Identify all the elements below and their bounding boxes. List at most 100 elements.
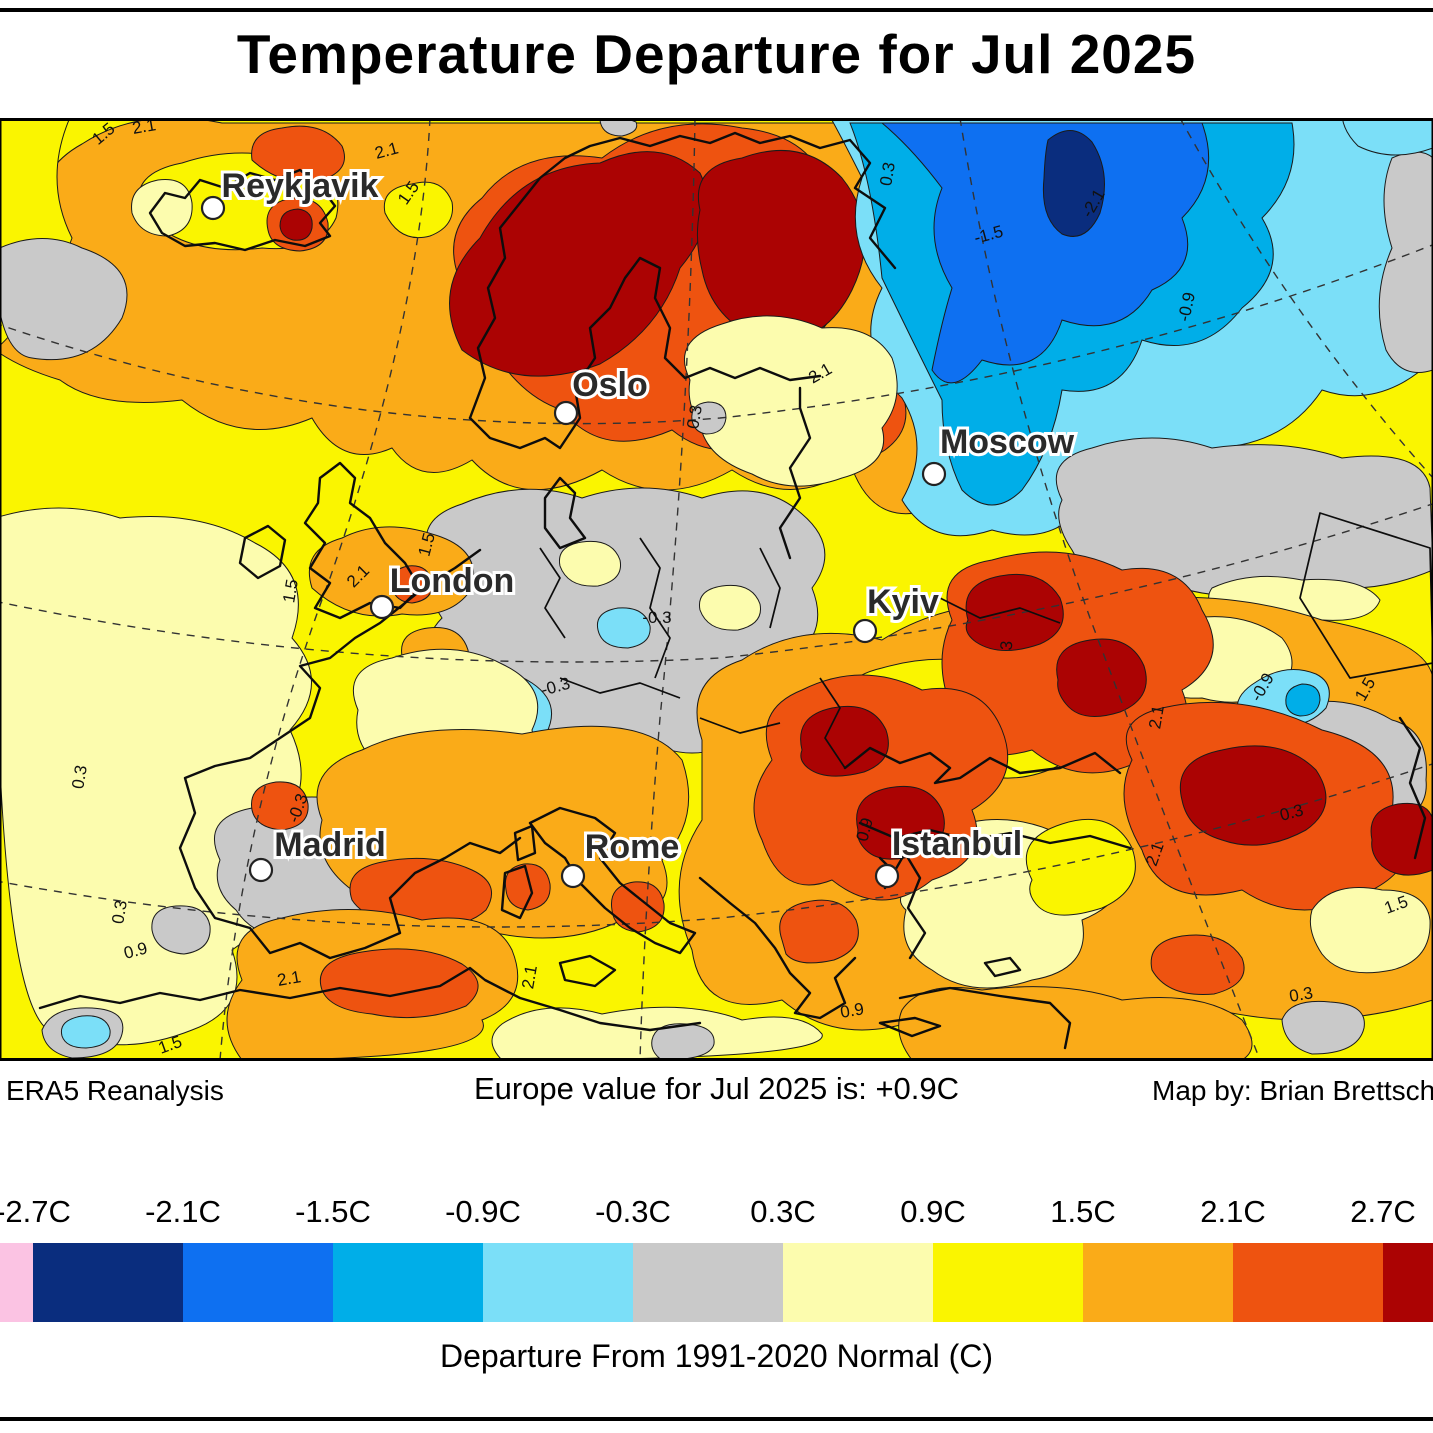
footer-row: ERA5 Reanalysis Europe value for Jul 202… bbox=[0, 1061, 1433, 1131]
region-iceland-pale bbox=[131, 178, 193, 237]
city-marker bbox=[369, 594, 395, 620]
map-credit-label: Map by: Brian Brettsch bbox=[1152, 1075, 1433, 1106]
city-label: Rome bbox=[585, 828, 679, 866]
page-title: Temperature Departure for Jul 2025 bbox=[236, 23, 1197, 85]
city-marker bbox=[553, 400, 579, 426]
region-cold-blue bbox=[880, 122, 1210, 384]
city-marker bbox=[921, 461, 947, 487]
region-africa-orangered-core bbox=[320, 948, 479, 1019]
region-central-pale-1 bbox=[558, 540, 622, 587]
country-borders bbox=[539, 512, 1433, 769]
region-baltic-pale bbox=[683, 315, 898, 487]
region-bottomright-pale bbox=[1309, 887, 1431, 974]
region-caucasus-darkred bbox=[1370, 802, 1433, 876]
region-sspain-gray bbox=[151, 905, 211, 955]
europe-value-label: Europe value for Jul 2025 is: +0.9C bbox=[473, 1071, 960, 1106]
bottom-border-line bbox=[0, 1417, 1433, 1421]
legend-caption: Departure From 1991-2020 Normal (C) bbox=[439, 1338, 994, 1374]
city-marker bbox=[200, 195, 226, 221]
region-left-gray bbox=[0, 238, 128, 361]
region-caucasus-cyan bbox=[1285, 683, 1321, 717]
region-eturkey-darkred bbox=[1179, 745, 1327, 846]
contour-value-label: 0.3 bbox=[68, 764, 91, 791]
region-sarde-orangered bbox=[504, 863, 551, 911]
region-iceland-nw-orangered bbox=[251, 125, 345, 183]
city-marker bbox=[560, 863, 586, 889]
legend-segment bbox=[1083, 1243, 1233, 1322]
region-eukraine-darkred-1 bbox=[965, 573, 1064, 652]
contour-value-label: 0.3 bbox=[108, 899, 131, 926]
legend-segment bbox=[0, 1243, 33, 1322]
legend-tick-label: -2.7C bbox=[0, 1194, 71, 1229]
legend-tick-label: 0.3C bbox=[750, 1194, 816, 1229]
region-gulf-gray-1 bbox=[691, 401, 727, 435]
color-scale-legend: -2.7C -2.1C -1.5C -0.9C -0.3C 0.3C 0.9C 1.5C 2.1… bbox=[0, 1180, 1433, 1390]
legend-tick-label: -1.5C bbox=[295, 1194, 371, 1229]
data-source-label: ERA5 Reanalysis bbox=[6, 1075, 224, 1106]
region-iceland-yellow-hole bbox=[383, 181, 454, 239]
region-bottomright-gray bbox=[1281, 1000, 1365, 1055]
legend-tick-label: 2.7C bbox=[1350, 1194, 1416, 1229]
graticule-lines bbox=[0, 118, 1433, 1061]
legend-tick-label: -2.1C bbox=[145, 1194, 221, 1229]
region-cold-navy-core bbox=[1042, 130, 1105, 237]
city-label: Reykjavik bbox=[222, 167, 379, 205]
contour-value-label: 0.3 bbox=[876, 161, 899, 188]
legend-segment bbox=[333, 1243, 483, 1322]
map-frame bbox=[0, 118, 1433, 1061]
legend-segment bbox=[483, 1243, 633, 1322]
contour-value-label: 2.1 bbox=[518, 964, 541, 991]
legend-segment bbox=[783, 1243, 933, 1322]
contour-value-label: 2.1 bbox=[1145, 704, 1168, 731]
city-layer: Reykjavik Oslo London Moscow Kyiv Madrid Rome I… bbox=[200, 164, 1078, 889]
legend-color-bar bbox=[0, 1243, 1433, 1322]
region-spain-orangered-2 bbox=[251, 781, 309, 831]
city-label: Moscow bbox=[940, 423, 1075, 461]
legend-segment bbox=[1383, 1243, 1433, 1322]
contour-value-label: 2.1 bbox=[276, 967, 303, 990]
city-label: Kyiv bbox=[867, 583, 939, 621]
contour-value-label: 0.9 bbox=[839, 999, 866, 1022]
contour-value-label: 0.3 bbox=[1288, 983, 1315, 1006]
region-balkans-darkred-1 bbox=[800, 705, 889, 777]
city-label: Istanbul bbox=[892, 825, 1022, 863]
legend-segment bbox=[183, 1243, 333, 1322]
city-label: Madrid bbox=[274, 826, 385, 864]
legend-tick-label: 0.9C bbox=[900, 1194, 966, 1229]
region-iceland-darkred-spot bbox=[279, 208, 313, 241]
region-czech-lcyan bbox=[596, 607, 651, 649]
city-label: Oslo bbox=[572, 366, 648, 404]
region-balkans-darkred-2 bbox=[856, 785, 945, 860]
legend-tick-label: -0.9C bbox=[445, 1194, 521, 1229]
legend-tick-label: 2.1C bbox=[1200, 1194, 1266, 1229]
city-marker bbox=[248, 857, 274, 883]
contour-value-label: 3 bbox=[997, 640, 1017, 651]
region-topright-corner-cyan bbox=[1341, 118, 1433, 156]
legend-segment bbox=[933, 1243, 1083, 1322]
region-central-pale-2 bbox=[698, 584, 762, 631]
region-sturkey-orangered bbox=[1150, 934, 1245, 995]
top-border-line bbox=[0, 8, 1433, 12]
contour-value-label: -0.3 bbox=[642, 608, 671, 627]
region-morocco-lcyan bbox=[60, 1015, 111, 1049]
region-norway-darkred bbox=[449, 151, 709, 377]
region-top-gray-dot bbox=[599, 118, 638, 137]
contour-value-label: 0.3 bbox=[683, 404, 706, 431]
city-label: London bbox=[390, 562, 515, 600]
coastlines bbox=[38, 131, 1427, 1050]
region-bottommid-gray bbox=[651, 1023, 715, 1061]
legend-tick-label: 1.5C bbox=[1050, 1194, 1116, 1229]
legend-tick-label: -0.3C bbox=[595, 1194, 671, 1229]
legend-segment bbox=[1233, 1243, 1383, 1322]
region-ne-gray-edge bbox=[1378, 151, 1433, 373]
region-sitaly-orangered bbox=[610, 881, 665, 933]
contour-value-label: 2.1 bbox=[131, 118, 158, 138]
legend-segment bbox=[33, 1243, 183, 1322]
temperature-anomaly-map: 1.5 2.1 2.1 1.5 0.3 -2.1 -1.5 -0.9 2.1 0.3 1.5 2.1 1… bbox=[0, 118, 1433, 1061]
legend-tick-row: -2.7C -2.1C -1.5C -0.9C -0.3C 0.3C 0.9C 1.5C 2.1… bbox=[0, 1194, 1433, 1234]
city-marker bbox=[874, 863, 900, 889]
legend-segment bbox=[633, 1243, 783, 1322]
contour-value-label: 1.5 bbox=[279, 578, 302, 605]
city-marker bbox=[852, 618, 878, 644]
region-greece-orangered bbox=[779, 899, 859, 964]
